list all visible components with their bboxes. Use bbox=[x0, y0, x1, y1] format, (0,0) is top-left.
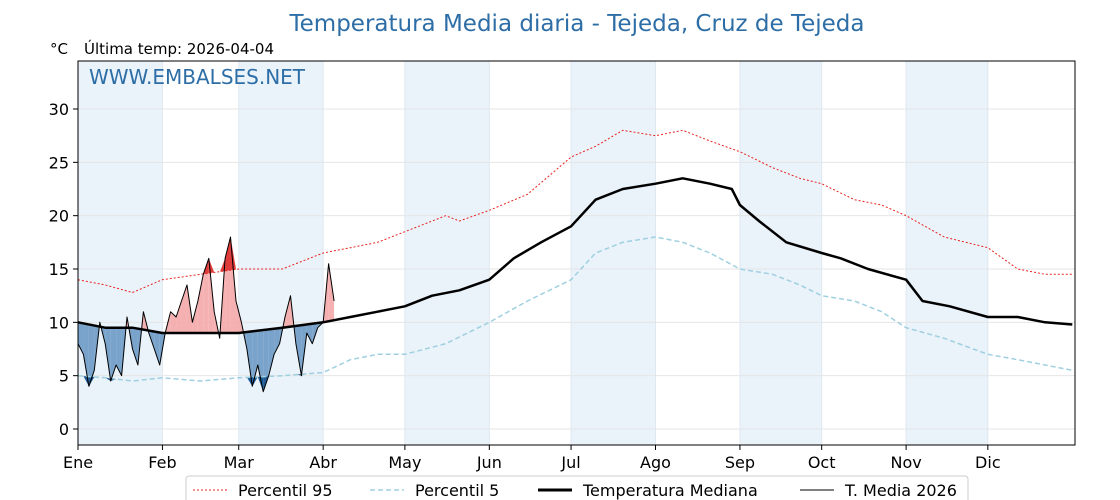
x-tick-label: Sep bbox=[725, 453, 755, 472]
below-median-fill bbox=[132, 327, 138, 365]
grid-lines bbox=[77, 61, 1075, 445]
below-median-fill bbox=[83, 323, 89, 387]
below-median-fill bbox=[88, 324, 95, 387]
above-median-fill bbox=[197, 274, 204, 333]
last-temp-label: Última temp: 2026-04-04 bbox=[84, 39, 274, 58]
legend-label-p95: Percentil 95 bbox=[238, 481, 333, 500]
above-median-fill bbox=[176, 301, 182, 333]
series-lines bbox=[77, 129, 1073, 393]
x-tick-label: Ene bbox=[63, 453, 93, 472]
legend-box bbox=[185, 475, 969, 500]
plot-area bbox=[77, 60, 1076, 446]
x-tick-label: Jul bbox=[560, 453, 580, 472]
y-tick-label: 20 bbox=[49, 207, 69, 226]
below-median-fill bbox=[295, 325, 302, 376]
y-tick-label: 30 bbox=[49, 100, 69, 119]
month-shade-band bbox=[571, 61, 656, 445]
above-p95-fill bbox=[230, 237, 236, 271]
x-tick-label: Feb bbox=[148, 453, 176, 472]
series-line-p95 bbox=[77, 129, 1073, 293]
month-shade-band bbox=[739, 61, 822, 445]
below-median-fill bbox=[252, 330, 258, 387]
below-p5-fill bbox=[88, 376, 95, 387]
month-shade-band bbox=[906, 61, 988, 445]
above-median-fill bbox=[170, 311, 177, 333]
x-tick-label: May bbox=[388, 453, 421, 472]
below-median-fill bbox=[306, 323, 313, 344]
above-median-fill bbox=[192, 301, 198, 333]
series-line-current bbox=[77, 236, 335, 393]
y-axis: 0 5 10 15 20 25 30 bbox=[49, 100, 78, 439]
y-tick-label: 25 bbox=[49, 153, 69, 172]
above-median-fill bbox=[285, 295, 291, 328]
month-shading bbox=[78, 61, 988, 445]
chart-title: Temperatura Media diaria - Tejeda, Cruz … bbox=[289, 11, 865, 37]
below-median-fill bbox=[246, 331, 253, 387]
y-tick-label: 5 bbox=[59, 367, 69, 386]
legend-label-median: Temperatura Mediana bbox=[582, 481, 758, 500]
above-p95-fill bbox=[220, 258, 226, 272]
above-median-fill bbox=[328, 263, 335, 322]
below-median-fill bbox=[154, 331, 160, 365]
legend-label-current: T. Media 2026 bbox=[844, 481, 957, 500]
x-tick-label: Mar bbox=[224, 453, 255, 472]
x-tick-label: Dic bbox=[975, 453, 1001, 472]
y-tick-label: 15 bbox=[49, 260, 69, 279]
anomaly-fills bbox=[78, 237, 335, 392]
above-median-fill bbox=[235, 301, 242, 333]
legend: Percentil 95 Percentil 5 Temperatura Med… bbox=[185, 475, 969, 500]
x-tick-label: Nov bbox=[890, 453, 921, 472]
above-median-fill bbox=[203, 258, 209, 333]
month-shade-band bbox=[78, 61, 163, 445]
x-tick-label: Oct bbox=[808, 453, 836, 472]
below-median-fill bbox=[274, 328, 280, 355]
unit-label: °C bbox=[50, 40, 68, 58]
watermark: WWW.EMBALSES.NET bbox=[89, 65, 306, 89]
below-p5-fill bbox=[257, 376, 264, 392]
series-line-p5 bbox=[77, 236, 1073, 382]
above-p95-fill bbox=[225, 237, 231, 271]
y-tick-label: 0 bbox=[59, 420, 69, 439]
below-median-fill bbox=[105, 327, 111, 381]
below-median-fill bbox=[116, 327, 122, 376]
y-tick-label: 10 bbox=[49, 313, 69, 332]
below-median-fill bbox=[268, 328, 275, 376]
plot-frame bbox=[77, 60, 1076, 446]
x-tick-label: Jun bbox=[476, 453, 502, 472]
below-median-fill bbox=[78, 322, 84, 355]
month-shade-band bbox=[404, 61, 490, 445]
series-line-median bbox=[77, 177, 1073, 335]
month-shade-band bbox=[238, 61, 324, 445]
legend-label-p5: Percentil 5 bbox=[415, 481, 499, 500]
above-median-fill bbox=[208, 258, 215, 333]
x-axis: Ene Feb Mar Abr May Jun Jul Ago Sep Oct Nov Dic bbox=[63, 445, 1001, 472]
x-tick-label: Abr bbox=[309, 453, 337, 472]
above-median-fill bbox=[181, 285, 187, 333]
x-tick-label: Ago bbox=[640, 453, 671, 472]
